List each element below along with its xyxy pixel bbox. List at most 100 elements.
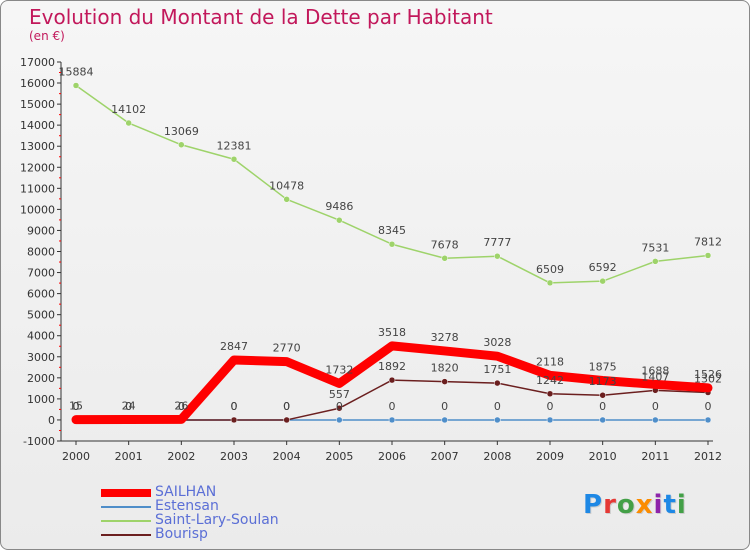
data-label: 1242 [536,374,564,387]
legend-label: Saint-Lary-Soulan [155,512,279,528]
logo-letter: x [635,490,654,520]
logo-letter: t [663,490,677,520]
proxiti-logo: Proxiti [583,490,687,520]
chart-subtitle: (en €) [29,29,65,43]
legend-item: Saint-Lary-Soulan [101,512,361,528]
x-tick-label: 2006 [378,450,406,463]
data-point [125,119,132,127]
y-tick-label: 6000 [27,288,55,301]
x-tick-label: 2001 [115,450,143,463]
data-label: 0 [125,400,132,413]
data-point [599,416,606,424]
data-point [704,416,712,424]
y-tick-label: 12000 [20,161,55,174]
x-tick-label: 2012 [694,450,722,463]
data-label: 3278 [431,331,459,344]
data-label: 2847 [220,340,248,353]
data-point [546,279,554,287]
x-tick-label: 2000 [62,450,90,463]
y-tick-label: 17000 [20,56,55,69]
data-point [388,416,396,424]
y-tick-label: 13000 [20,140,55,153]
data-label: 1526 [694,368,722,381]
y-tick-label: 15000 [20,98,55,111]
data-label: 15 [69,400,83,413]
y-tick-label: 0 [48,414,55,427]
legend-item: Bourisp [101,526,361,542]
x-tick-label: 2005 [325,450,353,463]
logo-letter: r [603,490,617,520]
data-point [546,390,554,398]
y-tick-label: 9000 [27,224,55,237]
y-tick-label: 4000 [27,330,55,343]
data-point [388,240,396,248]
data-label: 0 [336,400,343,413]
legend-label: Estensan [155,498,219,514]
data-label: 1732 [325,363,353,376]
data-point [704,252,712,259]
series-line-saint-lary-soulan [75,84,709,284]
data-point [546,416,554,424]
data-point [494,379,501,387]
data-point [336,216,343,224]
data-label: 26 [174,399,188,412]
data-label: 0 [178,400,185,413]
data-point [283,196,290,203]
data-label: 7678 [431,238,459,251]
chart-title: Evolution du Montant de la Dette par Hab… [29,5,493,29]
data-point [336,404,343,412]
x-tick-label: 2011 [641,450,669,463]
data-point [652,416,659,424]
y-tick-label: 5000 [27,309,55,322]
x-tick-label: 2009 [536,450,564,463]
data-label: 6592 [589,261,617,274]
data-label: 8345 [378,224,406,237]
data-point [388,376,396,384]
legend-swatch [101,534,151,536]
x-tick-label: 2007 [431,450,459,463]
data-label: 0 [231,400,238,413]
data-label: 10478 [269,179,304,192]
data-label: 557 [329,388,350,401]
data-label: 1820 [431,362,459,375]
data-label: 0 [283,400,290,413]
x-tick-label: 2002 [167,450,195,463]
legend-swatch [101,520,151,522]
data-point [441,255,448,262]
data-label: 3028 [483,336,511,349]
data-point [336,416,343,424]
data-label: 6509 [536,263,564,276]
data-label: 9486 [325,200,353,213]
data-label: 2118 [536,355,564,368]
data-point [652,258,659,265]
data-label: 0 [125,400,132,413]
data-label: 0 [599,400,606,413]
data-label: 14102 [111,103,146,116]
logo-letter: i [653,490,664,520]
data-label: 0 [283,400,290,413]
data-point [230,416,238,424]
data-point [599,391,606,399]
y-tick-label: 14000 [20,119,55,132]
data-label: 0 [652,400,659,413]
y-tick-label: 11000 [20,182,55,195]
data-point [494,416,501,424]
data-point [178,141,185,149]
data-label: 0 [705,400,712,413]
data-label: 0 [73,400,80,413]
x-tick-label: 2010 [589,450,617,463]
data-label: 2770 [273,342,301,355]
legend-item: Estensan [101,498,361,514]
logo-letter: i [676,490,687,520]
y-tick-label: 7000 [27,267,55,280]
data-label: 15884 [59,65,94,78]
data-label: 7777 [483,236,511,249]
data-label: 0 [547,400,554,413]
data-label: 24 [122,399,136,412]
y-tick-label: 8000 [27,246,55,259]
data-label: 0 [178,400,185,413]
y-tick-label: 2000 [27,372,55,385]
data-label: 1688 [641,364,669,377]
y-tick-label: 1000 [27,393,55,406]
